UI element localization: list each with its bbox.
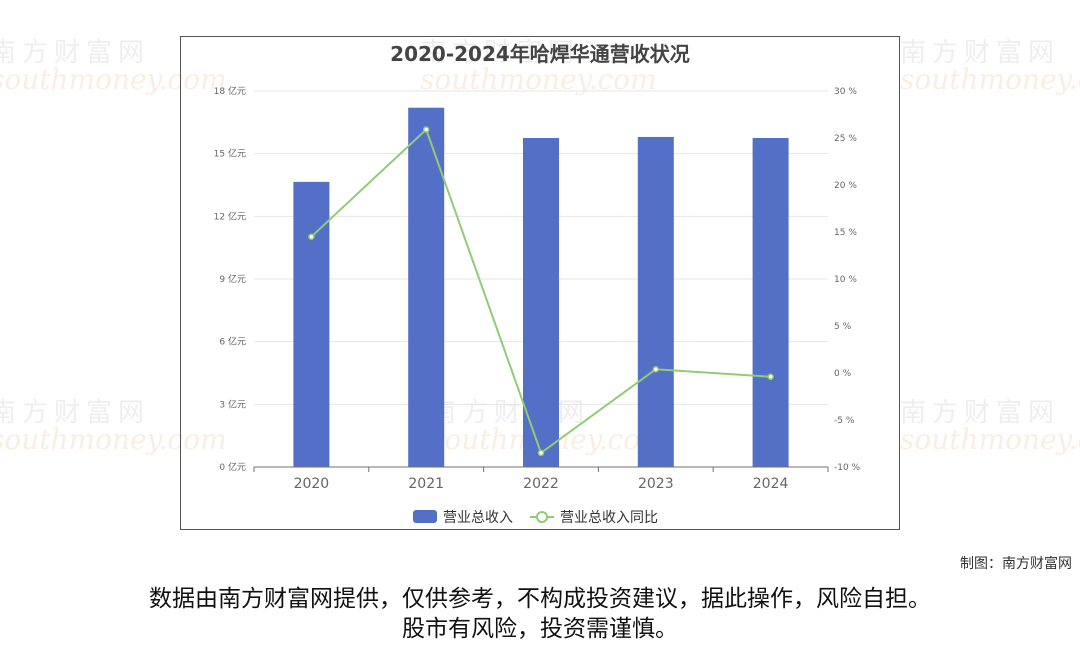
line-point [422,126,430,133]
bar [637,136,674,467]
bar [752,138,789,467]
y-right-tick-label: 10 % [834,275,857,285]
x-tick-label: 2020 [294,476,330,492]
watermark-cn: 南方财富网 [900,38,1061,68]
y-right-tick-label: 30 % [834,87,857,97]
y-right-tick-label: 25 % [834,134,857,144]
line-series [308,126,774,457]
disclaimer-line-1: 数据由南方财富网提供，仅供参考，不构成投资建议，据此操作，风险自担。 [149,586,931,612]
legend-bar-swatch [413,510,437,523]
x-tick-label: 2022 [523,476,559,492]
x-tick-label: 2023 [638,476,674,492]
disclaimer-line-2: 股市有风险，投资需谨慎。 [402,616,678,642]
y-left-tick-label: 3 亿元 [219,398,246,410]
y-left-tick-label: 18 亿元 [214,85,246,97]
y-right-tick-label: 15 % [834,228,857,238]
axes: 0 亿元 3 亿元 6 亿元 9 亿元 12 亿元 15 亿元 18 亿元 -10 % -5 %… [214,85,861,492]
watermark-en: southmoney.com [900,63,1080,96]
chart-title: 2020-2024年哈焊华通营收状况 [390,42,690,66]
x-tick-label: 2021 [408,476,444,492]
y-left-tick-label: 6 亿元 [219,336,246,348]
bar [408,107,445,467]
bar [293,181,330,467]
line-point [537,449,545,457]
y-right-tick-label: 0 % [834,369,852,379]
line-point [767,373,774,381]
watermark-cn: 南方财富网 [900,398,1061,428]
legend-line-label: 营业总收入同比 [560,510,658,526]
y-left-tick-label: 12 亿元 [214,210,246,222]
chart-frame: 2020-2024年哈焊华通营收状况 0 亿元 3 亿元 6 亿元 9 亿元 12 亿元… [180,36,900,530]
y-left-tick-label: 0 亿元 [219,461,246,473]
y-right-tick-label: 5 % [834,322,852,332]
y-right-tick-label: 20 % [834,181,857,191]
watermark: 南方财富网 southmoney.com [900,400,1080,454]
legend: 营业总收入 营业总收入同比 [413,510,658,526]
bar-series [293,107,789,467]
x-tick-label: 2024 [753,476,789,492]
line-point [652,365,660,373]
chart-credit: 制图：南方财富网 [960,556,1072,572]
watermark-en: southmoney.com [900,423,1080,456]
y-right-tick-label: -5 % [834,416,855,426]
legend-bar-label: 营业总收入 [443,510,513,526]
bar [523,138,559,467]
legend-line-marker [536,511,548,523]
chart: 2020-2024年哈焊华通营收状况 0 亿元 3 亿元 6 亿元 9 亿元 12 亿元… [214,42,861,526]
y-right-tick-label: -10 % [834,463,861,473]
y-left-tick-label: 9 亿元 [219,273,246,285]
watermark: 南方财富网 southmoney.com [900,40,1080,94]
y-left-tick-label: 15 亿元 [214,148,246,160]
line-point [308,233,315,240]
